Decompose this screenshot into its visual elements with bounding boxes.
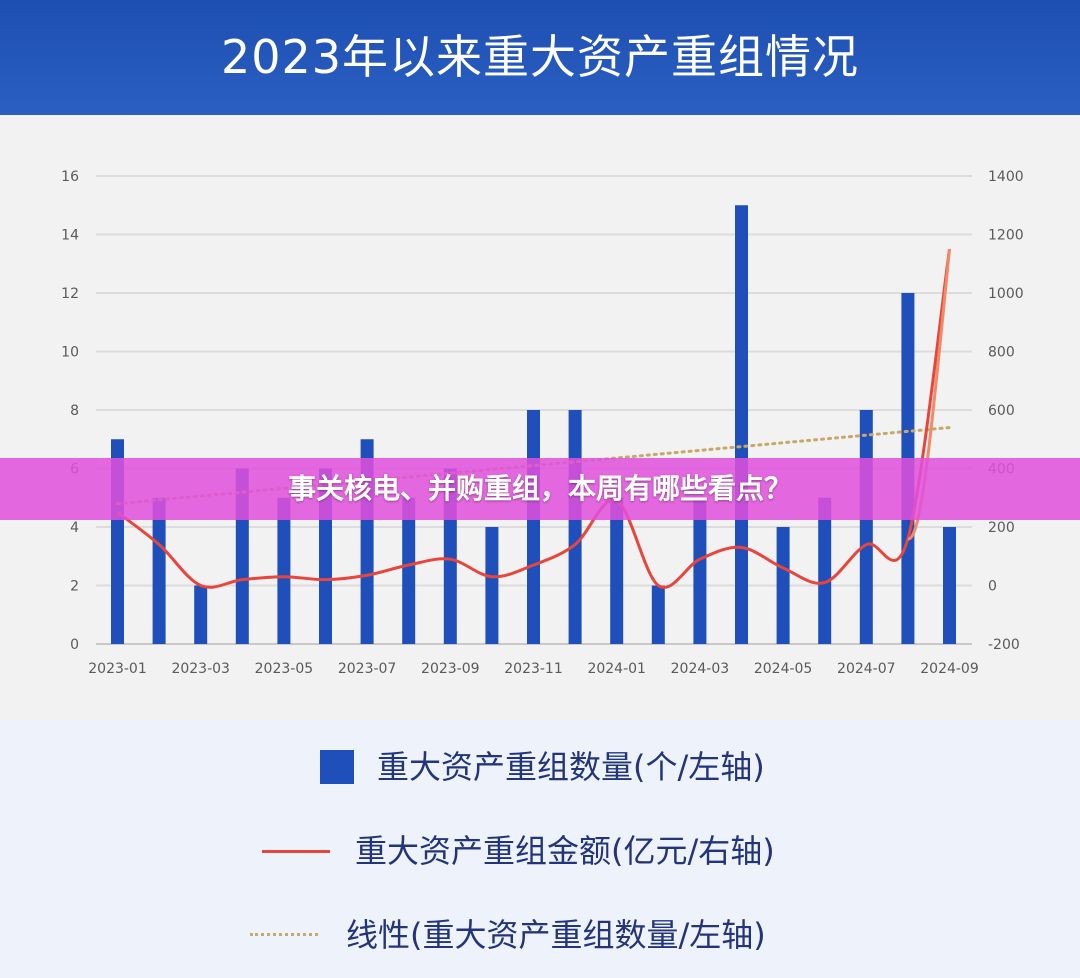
chart-svg: 0246810121416 -2000200400600800100012001… bbox=[61, 169, 1024, 677]
legend-swatch-line bbox=[262, 850, 330, 853]
bar-2024-02 bbox=[651, 585, 665, 644]
bar-2024-06 bbox=[818, 497, 832, 644]
y-left-tick-label: 16 bbox=[61, 169, 79, 185]
bar-2023-03 bbox=[194, 585, 208, 644]
headline-text[interactable]: 事关核电、并购重组，本周有哪些看点？ bbox=[287, 472, 792, 505]
y-right-tick-label: 1400 bbox=[988, 169, 1024, 185]
y-left-tick-label: 2 bbox=[70, 579, 79, 595]
y-right-tick-label: 800 bbox=[988, 345, 1015, 361]
x-tick-label: 2023-05 bbox=[255, 661, 314, 677]
y-right-tick-label: 1200 bbox=[988, 228, 1024, 244]
legend-item-amount: 重大资产重组金额(亿元/右轴) bbox=[0, 826, 1080, 876]
legend-swatch-bar bbox=[320, 750, 354, 784]
x-tick-label: 2023-01 bbox=[88, 661, 147, 677]
x-tick-label: 2023-07 bbox=[338, 661, 397, 677]
bar-2024-07 bbox=[859, 410, 873, 644]
y-left-tick-label: 8 bbox=[70, 403, 79, 419]
y-right-tick-label: 0 bbox=[988, 579, 997, 595]
legend-item-trend: 线性(重大资产重组数量/左轴) bbox=[0, 910, 1080, 960]
bar-2024-09 bbox=[943, 527, 956, 644]
bar-2024-03 bbox=[693, 497, 707, 644]
x-tick-label: 2024-03 bbox=[671, 661, 730, 677]
x-tick-label: 2023-03 bbox=[171, 661, 230, 677]
x-tick-label: 2023-11 bbox=[504, 661, 563, 677]
bar-2024-05 bbox=[776, 527, 790, 644]
x-tick-label: 2024-07 bbox=[837, 661, 896, 677]
legend-label-amount: 重大资产重组金额(亿元/右轴) bbox=[355, 832, 775, 870]
bar-2023-12 bbox=[568, 410, 582, 644]
bar-2023-10 bbox=[485, 527, 499, 644]
legend-label-trend: 线性(重大资产重组数量/左轴) bbox=[346, 916, 766, 954]
x-tick-label: 2023-09 bbox=[421, 661, 480, 677]
y-left-tick-label: 12 bbox=[61, 286, 79, 302]
y-left-tick-label: 4 bbox=[70, 520, 79, 536]
legend-label-count: 重大资产重组数量(个/左轴) bbox=[377, 748, 765, 786]
legend-item-count: 重大资产重组数量(个/左轴) bbox=[0, 742, 1080, 792]
x-tick-label: 2024-09 bbox=[920, 661, 979, 677]
bar-2023-02 bbox=[152, 497, 166, 644]
bar-2024-04 bbox=[735, 205, 748, 644]
x-tick-label: 2024-01 bbox=[587, 661, 646, 677]
bar-2023-05 bbox=[277, 497, 291, 644]
header-bar bbox=[0, 0, 1080, 115]
bar-2023-08 bbox=[402, 497, 416, 644]
headline-banner[interactable] bbox=[0, 458, 1080, 520]
y-left-tick-label: 14 bbox=[61, 228, 79, 244]
chart-legend: 重大资产重组数量(个/左轴) 重大资产重组金额(亿元/右轴) 线性(重大资产重组… bbox=[0, 720, 1080, 978]
y-right-tick-label: 600 bbox=[988, 403, 1015, 419]
bar-2024-01 bbox=[610, 497, 624, 644]
legend-swatch-dotted bbox=[250, 933, 318, 936]
y-right-tick-label: 1000 bbox=[988, 286, 1024, 302]
y-left-tick-label: 0 bbox=[70, 637, 79, 653]
x-tick-label: 2024-05 bbox=[754, 661, 813, 677]
page-title: 2023年以来重大资产重组情况 bbox=[220, 30, 860, 84]
y-left-tick-label: 10 bbox=[61, 345, 79, 361]
y-right-tick-label: -200 bbox=[988, 637, 1020, 653]
y-right-tick-label: 200 bbox=[988, 520, 1015, 536]
amount-series-last-segment bbox=[907, 248, 951, 541]
bar-2023-11 bbox=[527, 410, 540, 644]
